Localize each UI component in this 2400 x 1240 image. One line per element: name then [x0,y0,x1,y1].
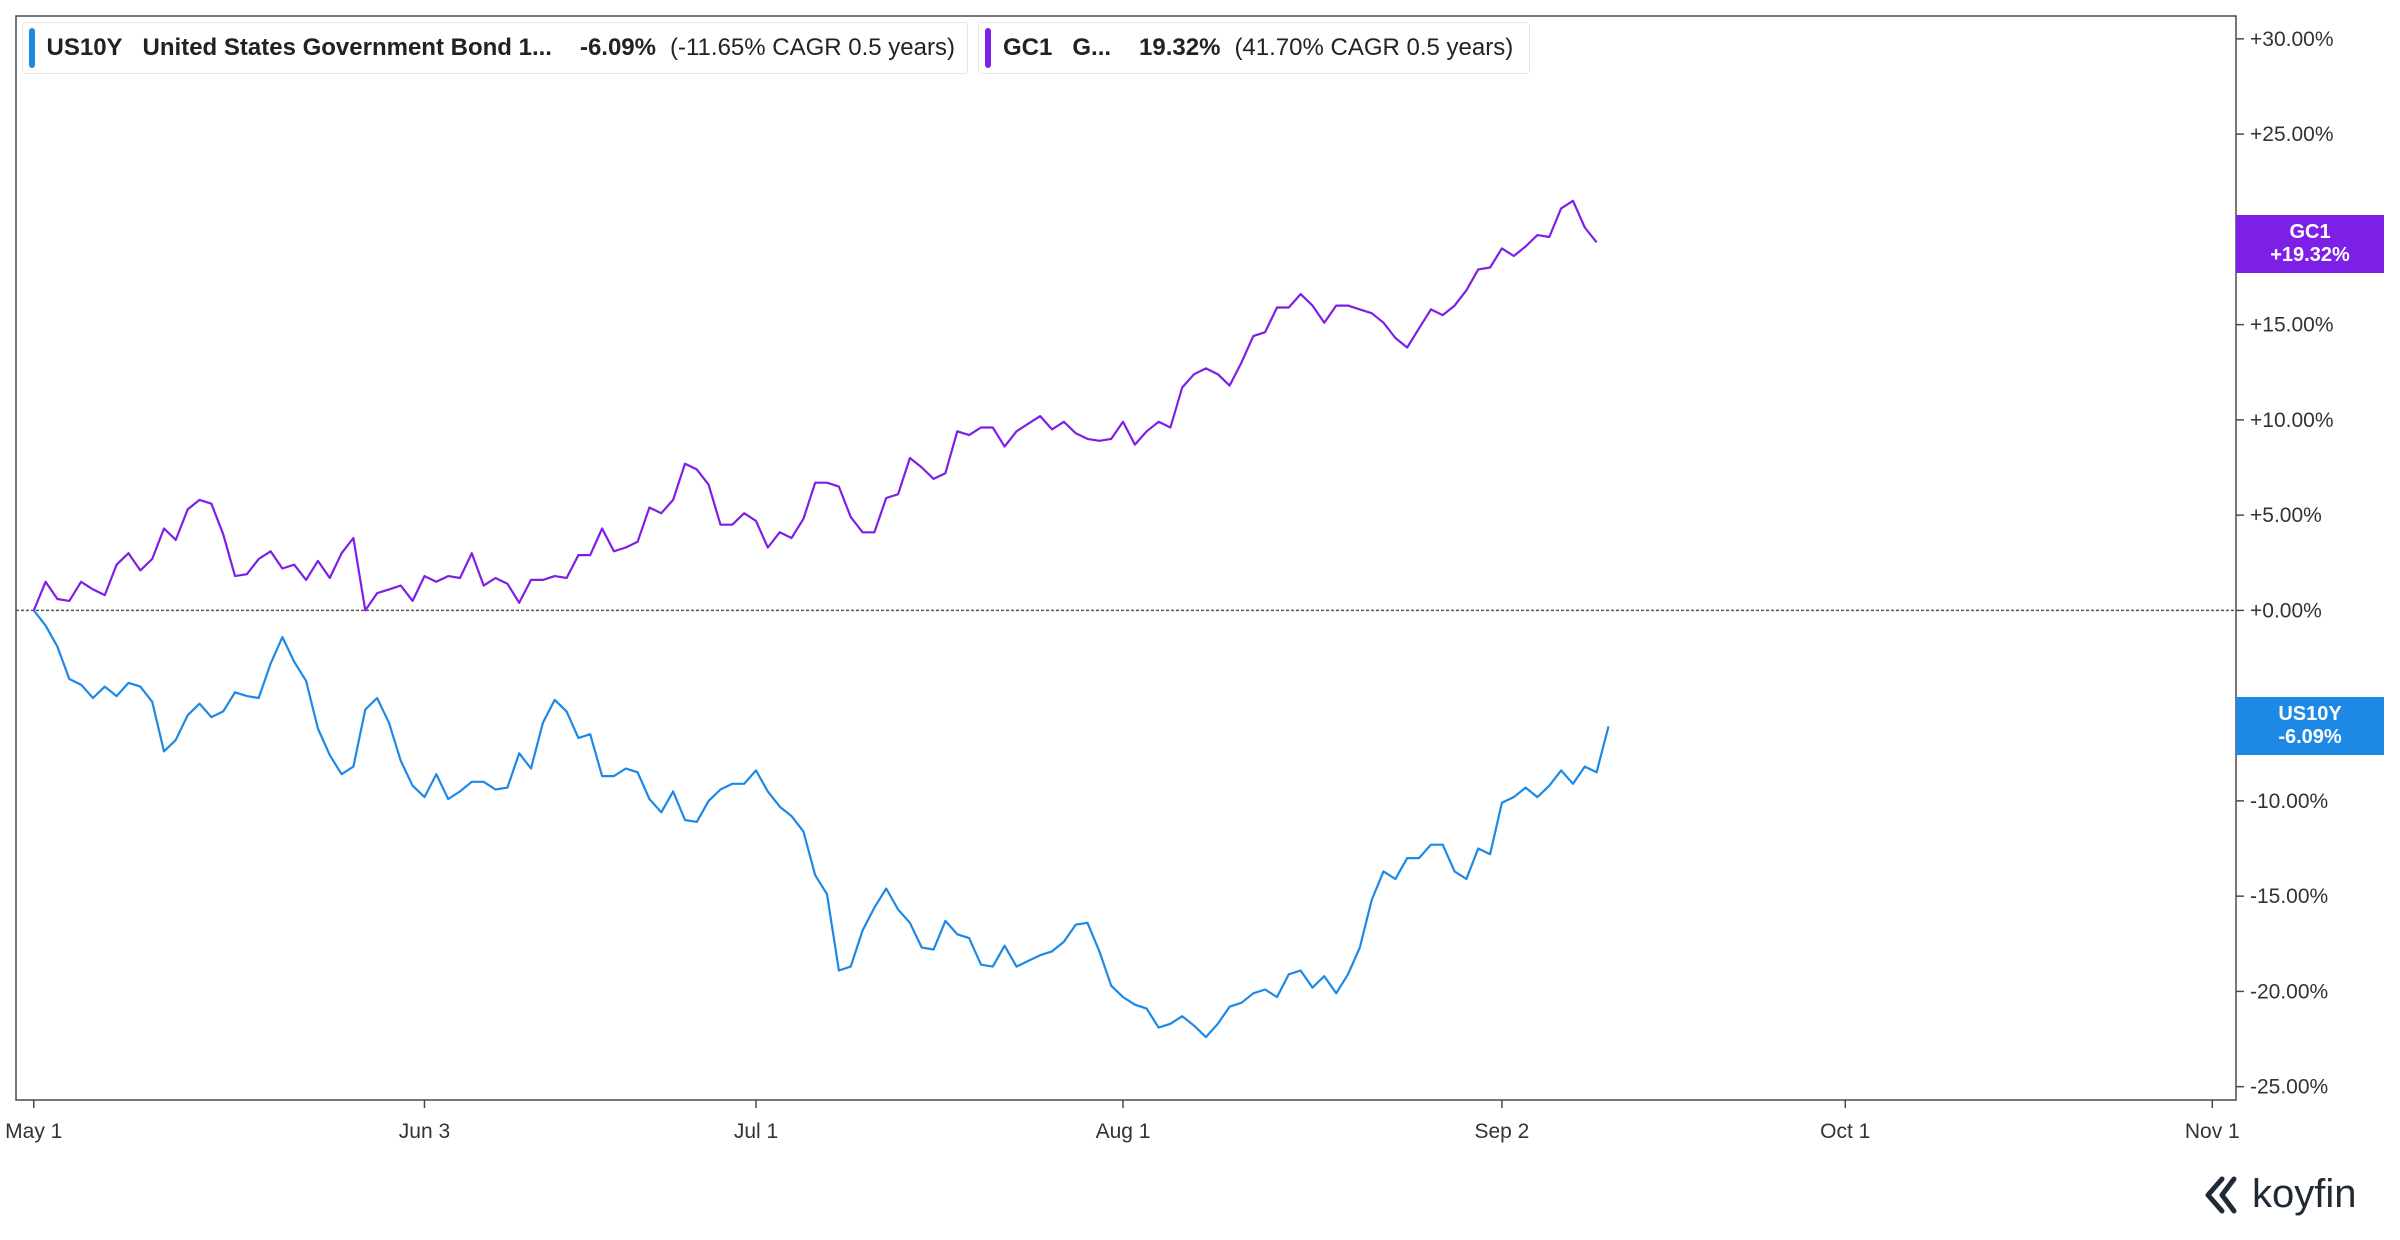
end-label-ticker: GC1 [2289,221,2331,243]
y-tick-label: -10.00% [2250,790,2328,813]
koyfin-logo: koyfin [2204,1172,2357,1217]
legend-series-name: United States Government Bond 1... [142,34,552,61]
x-tick-label: Jul 1 [734,1120,778,1143]
series-line-gc1 [32,199,1598,612]
legend-swatch-gc1 [985,28,991,68]
end-label-us10y: US10Y -6.09% [2236,697,2384,755]
y-tick-label: -15.00% [2250,885,2328,908]
legend-ticker: US10Y [46,34,123,61]
x-tick-label: Nov 1 [2185,1120,2240,1143]
brand-name: koyfin [2252,1172,2357,1216]
end-label-ticker: US10Y [2278,703,2342,725]
x-tick-label: May 1 [5,1120,62,1143]
legend-ticker: GC1 [1003,34,1053,61]
end-label-value: +19.32% [2270,244,2350,266]
x-tick-label: Sep 2 [1474,1120,1529,1143]
koyfin-mark-icon [2205,1176,2237,1213]
legend-swatch-us10y [29,28,35,68]
end-label-value: -6.09% [2278,726,2342,748]
tick-labels: +30.00%+25.00%+20.00%+15.00%+10.00%+5.00… [5,28,2333,1143]
y-tick-label: +5.00% [2250,504,2322,527]
y-tick-label: +0.00% [2250,599,2322,622]
y-tick-label: -20.00% [2250,980,2328,1003]
x-tick-label: Aug 1 [1096,1120,1151,1143]
legend-cagr: (41.70% CAGR 0.5 years) [1234,34,1514,61]
legend-cagr: (-11.65% CAGR 0.5 years) [670,34,955,61]
y-tick-label: -25.00% [2250,1076,2328,1099]
y-tick-label: +10.00% [2250,409,2334,432]
legend-change: -6.09% [579,34,656,61]
y-tick-label: +15.00% [2250,314,2334,337]
series-layer [32,199,1610,1039]
legend-series-name: G... [1072,34,1112,61]
end-label-gc1: GC1 +19.32% [2236,215,2384,273]
x-tick-label: Oct 1 [1820,1120,1870,1143]
axes [15,15,2244,1108]
y-tick-label: +25.00% [2250,123,2334,146]
x-tick-label: Jun 3 [399,1120,450,1143]
plot-frame [15,15,2237,1101]
legend-item-us10y[interactable]: US10Y United States Government Bond 1...… [22,22,968,74]
y-tick-label: +30.00% [2250,28,2334,51]
legend-item-gc1[interactable]: GC1 G... 19.32% (41.70% CAGR 0.5 years) [978,22,1530,74]
legend-change: 19.32% [1139,34,1221,61]
series-line-us10y [32,609,1610,1039]
